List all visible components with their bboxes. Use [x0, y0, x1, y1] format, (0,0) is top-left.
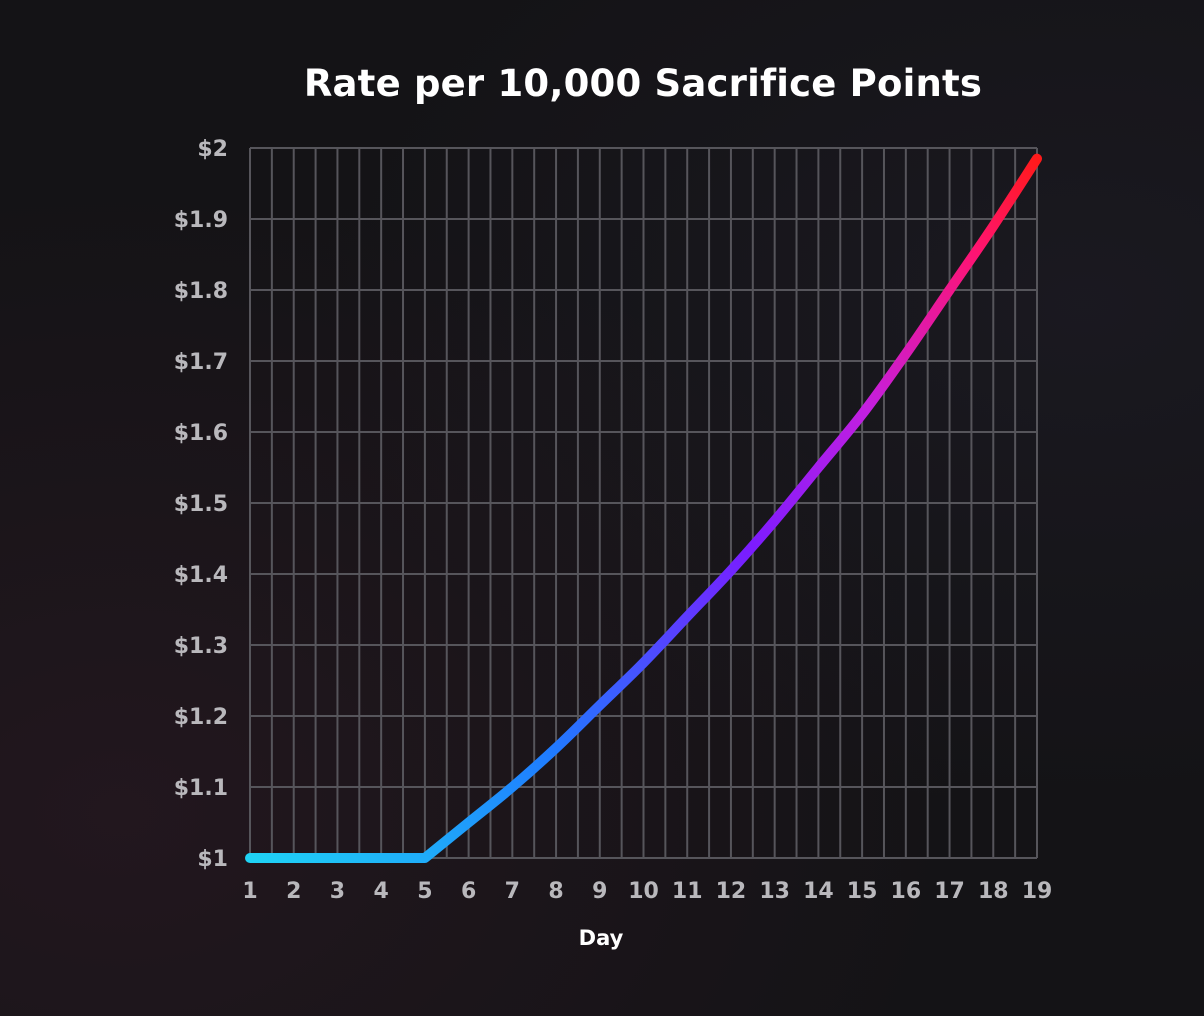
- x-tick-label: 8: [548, 879, 563, 904]
- x-tick-label: 16: [891, 879, 922, 904]
- x-tick-label: 9: [592, 879, 607, 904]
- y-tick-label: $1.5: [174, 492, 228, 517]
- x-tick-label: 19: [1022, 879, 1053, 904]
- x-tick-label: 1: [242, 879, 257, 904]
- x-tick-label: 5: [417, 879, 432, 904]
- x-tick-label: 13: [759, 879, 790, 904]
- y-axis-ticks: $1 $1.1 $1.2 $1.3 $1.4 $1.5 $1.6 $1.7 $1.8 $1.9 $2: [174, 137, 228, 872]
- y-tick-label: $1: [197, 847, 228, 872]
- y-tick-label: $1.6: [174, 421, 228, 446]
- x-tick-label: 11: [672, 879, 703, 904]
- x-axis-label: Day: [579, 926, 624, 950]
- y-tick-label: $2: [197, 137, 228, 162]
- grid: [249, 147, 1038, 859]
- x-tick-label: 17: [934, 879, 965, 904]
- x-tick-label: 10: [628, 879, 659, 904]
- y-tick-label: $1.1: [174, 776, 228, 801]
- x-tick-label: 4: [374, 879, 389, 904]
- y-tick-label: $1.3: [174, 634, 228, 659]
- y-tick-label: $1.2: [174, 705, 228, 730]
- x-tick-label: 18: [978, 879, 1009, 904]
- series-layer: [245, 153, 1042, 863]
- x-tick-label: 3: [330, 879, 345, 904]
- y-tick-label: $1.9: [174, 208, 228, 233]
- y-tick-label: $1.4: [174, 563, 228, 588]
- x-tick-label: 15: [847, 879, 878, 904]
- y-tick-label: $1.8: [174, 279, 228, 304]
- x-tick-label: 2: [286, 879, 301, 904]
- y-tick-label: $1.7: [174, 350, 228, 375]
- x-axis-ticks: 1 2 3 4 5 6 7 8 9 10 11 12 13 14 15 16 17 18 19: [242, 879, 1052, 904]
- chart-title: Rate per 10,000 Sacrifice Points: [303, 62, 983, 105]
- series-line: [245, 153, 1042, 863]
- x-tick-label: 12: [716, 879, 747, 904]
- x-tick-label: 14: [803, 879, 834, 904]
- x-tick-label: 6: [461, 879, 476, 904]
- x-tick-label: 7: [505, 879, 520, 904]
